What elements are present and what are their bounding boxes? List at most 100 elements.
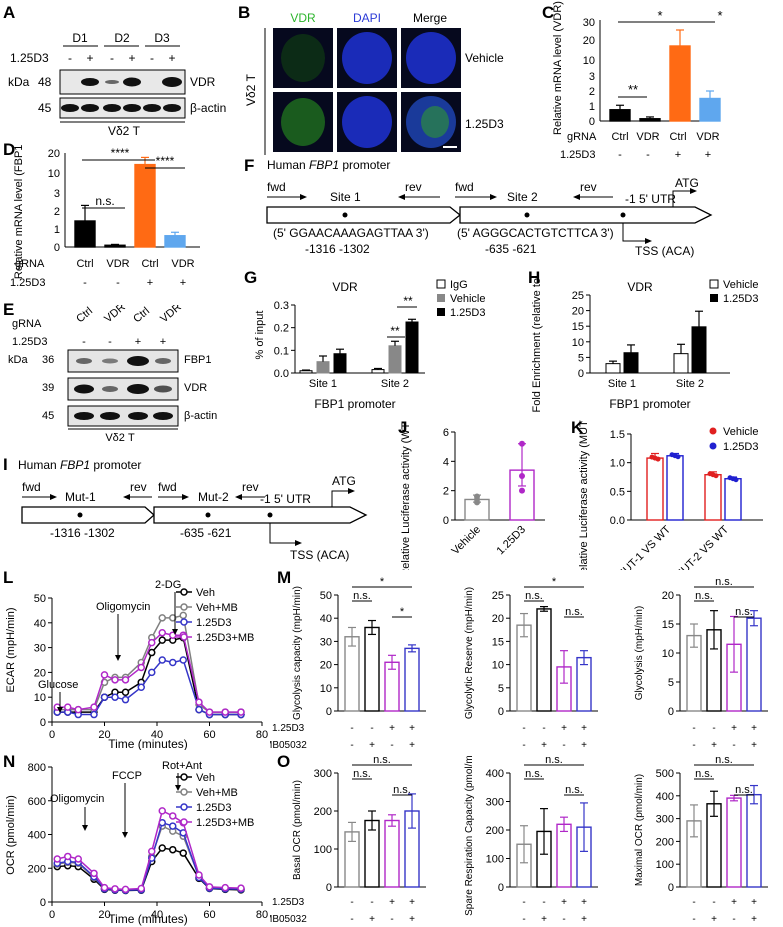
panel-n-chart: OCR (pmol/min) Time (minutes) 0200400600… — [5, 760, 268, 926]
bar — [299, 370, 313, 374]
data-point — [179, 849, 187, 857]
panel-k-chart: Relative Luciferase activity (MUT VS WT)… — [578, 420, 763, 570]
svg-text:1.25D3: 1.25D3 — [560, 149, 595, 161]
bar — [576, 656, 592, 712]
legend-label: 1.25D3 — [723, 293, 758, 305]
y-axis-label: OCR (pmol/min) — [5, 795, 17, 874]
channel-label: DAPI — [353, 11, 381, 25]
x-tick-label: Vehicle — [450, 524, 484, 558]
treatment-label: 1.25D3 — [10, 51, 49, 65]
treatment-sign: - — [692, 914, 695, 925]
treatment-sign: + — [409, 914, 415, 925]
significance-mark: ** — [390, 324, 400, 338]
x-tick-label: 1.25D3 — [495, 524, 529, 558]
bar — [364, 626, 380, 712]
y-axis-label: Relative Luciferase activity (MUT VS WT) — [578, 420, 590, 570]
panel-label-o: O — [277, 752, 291, 771]
y-tick-label: 1.5 — [610, 429, 625, 441]
y-tick-label: 5 — [498, 683, 504, 695]
significance-mark: n.s. — [735, 606, 753, 618]
y-axis-label: Glycolysis (mpH/min) — [634, 606, 645, 700]
svg-text:VDR: VDR — [158, 305, 184, 325]
arrow-head — [57, 707, 63, 713]
svg-text:30: 30 — [583, 17, 595, 29]
data-point — [169, 631, 177, 639]
x-tick-label: 60 — [203, 909, 215, 921]
treatment-sign: - — [562, 914, 565, 925]
svg-text:20: 20 — [583, 35, 595, 47]
annotation-label: 2-DG — [155, 579, 181, 591]
mutant-label: Mut-1 — [65, 490, 96, 504]
treatment-sign: + — [711, 914, 717, 925]
treatment-sign: - — [350, 740, 353, 751]
legend-label: IgG — [450, 279, 468, 291]
svg-text:20: 20 — [48, 148, 60, 160]
y-tick-label: 6 — [443, 427, 449, 439]
bar — [724, 478, 742, 521]
svg-text:0: 0 — [589, 116, 595, 128]
data-point — [205, 883, 214, 891]
y-tick-label: 400 — [28, 830, 46, 842]
treatment-sign: - — [692, 740, 695, 751]
data-point — [655, 456, 661, 462]
treatment-sign: + — [409, 723, 415, 734]
significance-mark: n.s. — [735, 784, 753, 796]
treatment-sign: - — [732, 740, 735, 751]
y-tick-label: 0.0 — [274, 368, 289, 380]
treatment-sign: - — [390, 914, 393, 925]
treatment-sign: + — [751, 740, 757, 751]
panel-c-chart: Relative mRNA level (VDR) 0 1 2 3 10 20 … — [552, 1, 723, 161]
svg-text:ATG: ATG — [332, 474, 356, 488]
svg-text:rev: rev — [580, 180, 597, 194]
panel-label-m: M — [277, 568, 292, 587]
y-tick-label: 200 — [486, 825, 504, 837]
bar — [536, 608, 552, 712]
data-point — [195, 871, 203, 879]
svg-text:+: + — [147, 277, 153, 289]
y-tick-label: 0 — [40, 897, 46, 909]
svg-text:+: + — [160, 336, 166, 348]
svg-text:3: 3 — [54, 188, 60, 200]
treatment-sign: - — [350, 723, 353, 734]
legend-label: 1.25D3 — [723, 441, 758, 453]
legend-label: Vehicle — [450, 293, 485, 305]
treatment-sign: - — [712, 723, 715, 734]
panel-label-h: H — [528, 268, 541, 287]
svg-text:ATG: ATG — [675, 176, 699, 190]
y-tick-label: 0 — [326, 706, 332, 718]
data-point — [237, 708, 245, 716]
panel-f-schematic: Human FBP1 promoter fwd rev Site 1 fwd r… — [266, 158, 713, 258]
data-point — [158, 614, 166, 622]
mutant-label: Mut-2 — [198, 490, 229, 504]
treatment-sign: + — [731, 723, 737, 734]
y-axis-label: Relative Luciferase activity (WT VS Ct) — [400, 420, 412, 570]
panel-e-blot: gRNA Ctrl VDR Ctrl VDR 1.25D3 - - + + kD… — [8, 305, 217, 444]
arrow-head — [172, 629, 178, 635]
svg-text:rev: rev — [130, 480, 147, 494]
blot-row-label: β-actin — [184, 410, 217, 422]
significance-mark: * — [380, 576, 385, 588]
panel-label-k: K — [571, 418, 584, 437]
significance-mark: n.s. — [695, 768, 713, 780]
condition-label: Vehicle — [465, 51, 504, 65]
treatment-sign: + — [731, 897, 737, 908]
cell-type-label: Vδ2 T — [105, 432, 135, 444]
treatment-sign: + — [369, 740, 375, 751]
treatment-sign: - — [522, 914, 525, 925]
treatment-sign: + — [751, 914, 757, 925]
panel-label-f: F — [244, 156, 255, 175]
svg-text:VDR: VDR — [106, 258, 129, 270]
treatment-sign: + — [581, 897, 587, 908]
y-tick-label: 30 — [320, 636, 332, 648]
data-point — [158, 844, 166, 852]
data-point — [90, 703, 98, 711]
legend-label: Veh — [196, 772, 215, 784]
y-tick-label: 0 — [578, 368, 584, 380]
data-point — [675, 454, 681, 460]
significance-mark: * — [657, 8, 662, 23]
annotation-label: Oligomycin — [50, 793, 104, 805]
panel-label-b: B — [238, 3, 251, 22]
data-point — [64, 703, 72, 711]
treatment-sign: - — [522, 897, 525, 908]
significance-mark: n.s. — [353, 590, 371, 602]
